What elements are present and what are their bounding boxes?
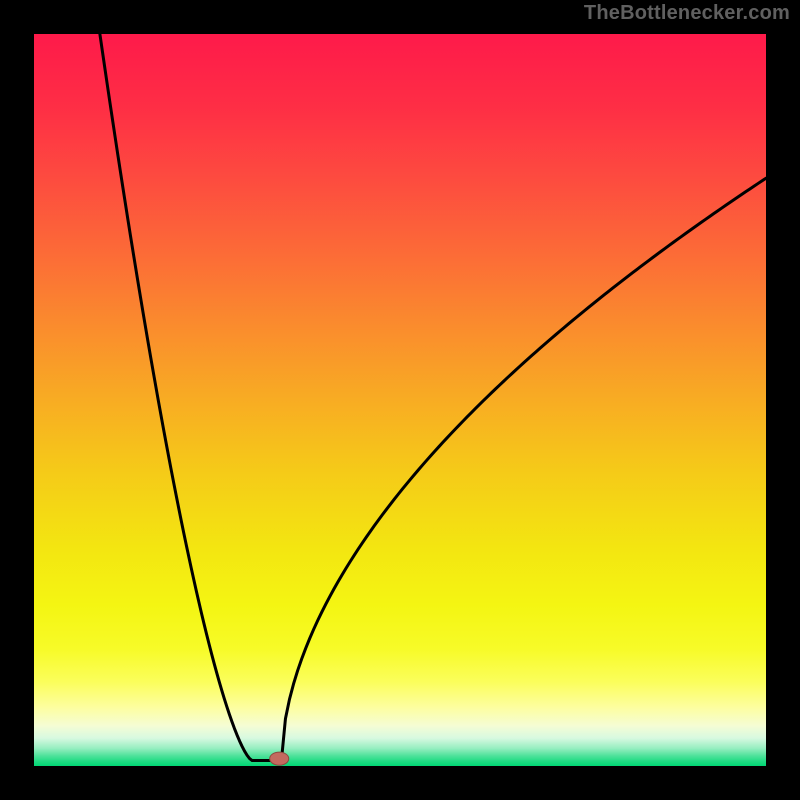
watermark-label: TheBottlenecker.com: [584, 2, 790, 25]
chart-svg: [0, 0, 800, 800]
chart-canvas: TheBottlenecker.com: [0, 0, 800, 800]
plot-gradient: [34, 34, 766, 766]
optimal-point-marker: [270, 752, 289, 765]
